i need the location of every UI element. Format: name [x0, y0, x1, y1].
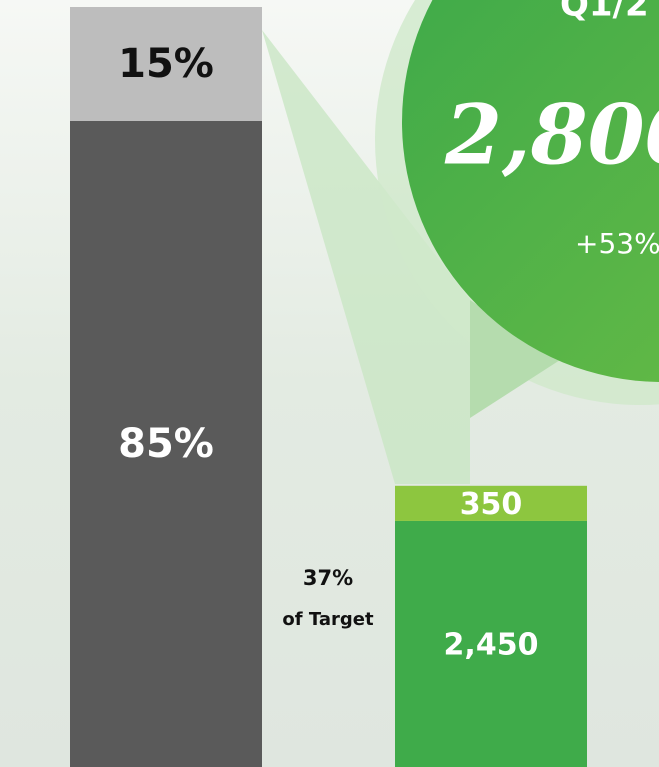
segment-label: 350	[460, 487, 523, 522]
infographic: Q1/2 2,800 +53% 85% 15% 2,450 350 37% of Ta…	[0, 0, 659, 767]
bubble-value: 2,800	[444, 87, 659, 183]
segment-label: 15%	[118, 41, 214, 87]
segment-label: 2,450	[444, 627, 539, 662]
segment-label: 85%	[118, 421, 214, 467]
target-percent: 37%	[303, 566, 353, 590]
bubble-change: +53%	[575, 227, 659, 260]
target-text: of Target	[282, 609, 374, 630]
bubble-title: Q1/2	[560, 0, 649, 25]
